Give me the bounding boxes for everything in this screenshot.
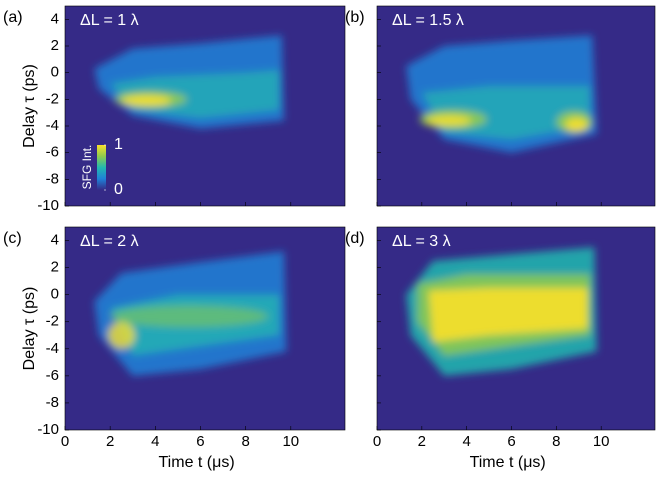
intensity-region [565,118,588,132]
panel-annotation: ΔL = 3 λ [392,233,451,250]
y-tick-label: -2 [46,90,59,107]
colorbar-tick-label: 1 [114,136,123,153]
x-tick-label: 10 [282,433,299,450]
intensity-region [426,115,472,126]
y-tick-label: 0 [51,286,59,303]
y-tick-label: 2 [51,259,59,276]
heatmap [406,35,597,153]
panel-label: (b) [345,9,365,26]
intensity-region [428,287,588,343]
heatmap-layer [406,35,597,153]
panel-annotation: ΔL = 1.5 λ [392,12,464,29]
heatmap [94,251,287,376]
intensity-region [121,95,172,106]
y-tick-label: -6 [46,367,59,384]
x-tick-label: 4 [463,433,471,450]
x-tick-label: 4 [151,433,159,450]
x-tick-label: 10 [593,433,610,450]
x-tick-label: 6 [196,433,204,450]
axes-frame [376,5,656,207]
y-tick-label: -4 [46,117,59,134]
y-axis-label: Delay τ (ps) [21,287,38,371]
y-tick-label: -10 [37,197,59,214]
axes-frame [64,226,346,431]
heatmap [94,35,285,129]
axes-frame [376,226,656,431]
panel-annotation: ΔL = 2 λ [80,233,139,250]
x-axis-label: Time t (μs) [159,454,235,471]
y-tick-label: -6 [46,144,59,161]
colorbar [97,145,106,190]
heatmap [406,247,597,376]
y-tick-label: 4 [51,232,59,249]
y-tick-label: -8 [46,170,59,187]
colorbar-label: SFG Int. [80,145,94,190]
panel-label: (d) [345,230,365,247]
y-tick-label: 0 [51,64,59,81]
panel-label: (c) [3,230,22,247]
x-tick-label: 0 [373,433,381,450]
x-tick-label: 6 [507,433,515,450]
colorbar-tick-label: 0 [114,181,123,198]
intensity-region [110,305,269,328]
intensity-region [107,321,135,349]
y-tick-label: -2 [46,313,59,330]
panel-label: (a) [3,9,23,26]
x-tick-label: 8 [552,433,560,450]
x-tick-label: 2 [418,433,426,450]
heatmap-layer [406,247,597,376]
x-tick-label: 0 [61,433,69,450]
axes-frame [64,5,346,207]
x-axis-label: Time t (μs) [470,454,546,471]
y-axis-label: Delay τ (ps) [21,64,38,148]
panel-annotation: ΔL = 1 λ [80,12,139,29]
y-tick-label: -8 [46,394,59,411]
y-tick-label: 2 [51,37,59,54]
x-tick-label: 2 [106,433,114,450]
y-tick-label: -10 [37,421,59,438]
x-tick-label: 8 [241,433,249,450]
heatmap-layer [94,35,285,129]
y-tick-label: 4 [51,10,59,27]
y-tick-label: -4 [46,340,59,357]
heatmap-layer [94,251,287,376]
